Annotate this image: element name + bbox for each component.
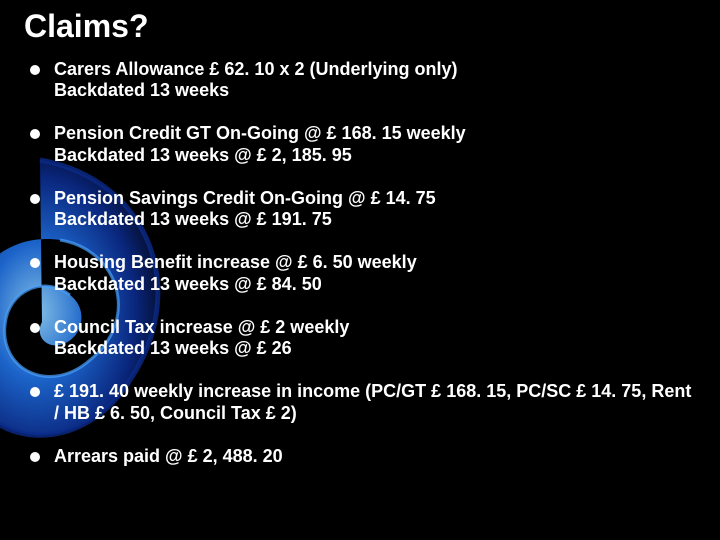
bullet-line1: Pension Credit GT On-Going @ £ 168. 15 w… xyxy=(54,123,466,143)
list-item: Housing Benefit increase @ £ 6. 50 weekl… xyxy=(30,252,696,294)
list-item: Pension Savings Credit On-Going @ £ 14. … xyxy=(30,188,696,230)
bullet-line1: £ 191. 40 weekly increase in income (PC/… xyxy=(54,381,691,422)
bullet-line2: Backdated 13 weeks xyxy=(54,80,229,100)
bullet-line1: Council Tax increase @ £ 2 weekly xyxy=(54,317,349,337)
bullet-line2: Backdated 13 weeks @ £ 84. 50 xyxy=(54,274,322,294)
slide-title: Claims? xyxy=(24,8,696,45)
list-item: Pension Credit GT On-Going @ £ 168. 15 w… xyxy=(30,123,696,165)
bullet-line2: Backdated 13 weeks @ £ 2, 185. 95 xyxy=(54,145,352,165)
list-item: Arrears paid @ £ 2, 488. 20 xyxy=(30,446,696,467)
bullet-list: Carers Allowance £ 62. 10 x 2 (Underlyin… xyxy=(30,59,696,467)
bullet-line1: Housing Benefit increase @ £ 6. 50 weekl… xyxy=(54,252,417,272)
list-item: Carers Allowance £ 62. 10 x 2 (Underlyin… xyxy=(30,59,696,101)
bullet-line2: Backdated 13 weeks @ £ 26 xyxy=(54,338,292,358)
bullet-line1: Arrears paid @ £ 2, 488. 20 xyxy=(54,446,283,466)
bullet-line1: Carers Allowance £ 62. 10 x 2 (Underlyin… xyxy=(54,59,457,79)
bullet-line2: Backdated 13 weeks @ £ 191. 75 xyxy=(54,209,332,229)
bullet-line1: Pension Savings Credit On-Going @ £ 14. … xyxy=(54,188,436,208)
list-item: Council Tax increase @ £ 2 weekly Backda… xyxy=(30,317,696,359)
list-item: £ 191. 40 weekly increase in income (PC/… xyxy=(30,381,696,423)
slide-content: Claims? Carers Allowance £ 62. 10 x 2 (U… xyxy=(0,0,720,467)
